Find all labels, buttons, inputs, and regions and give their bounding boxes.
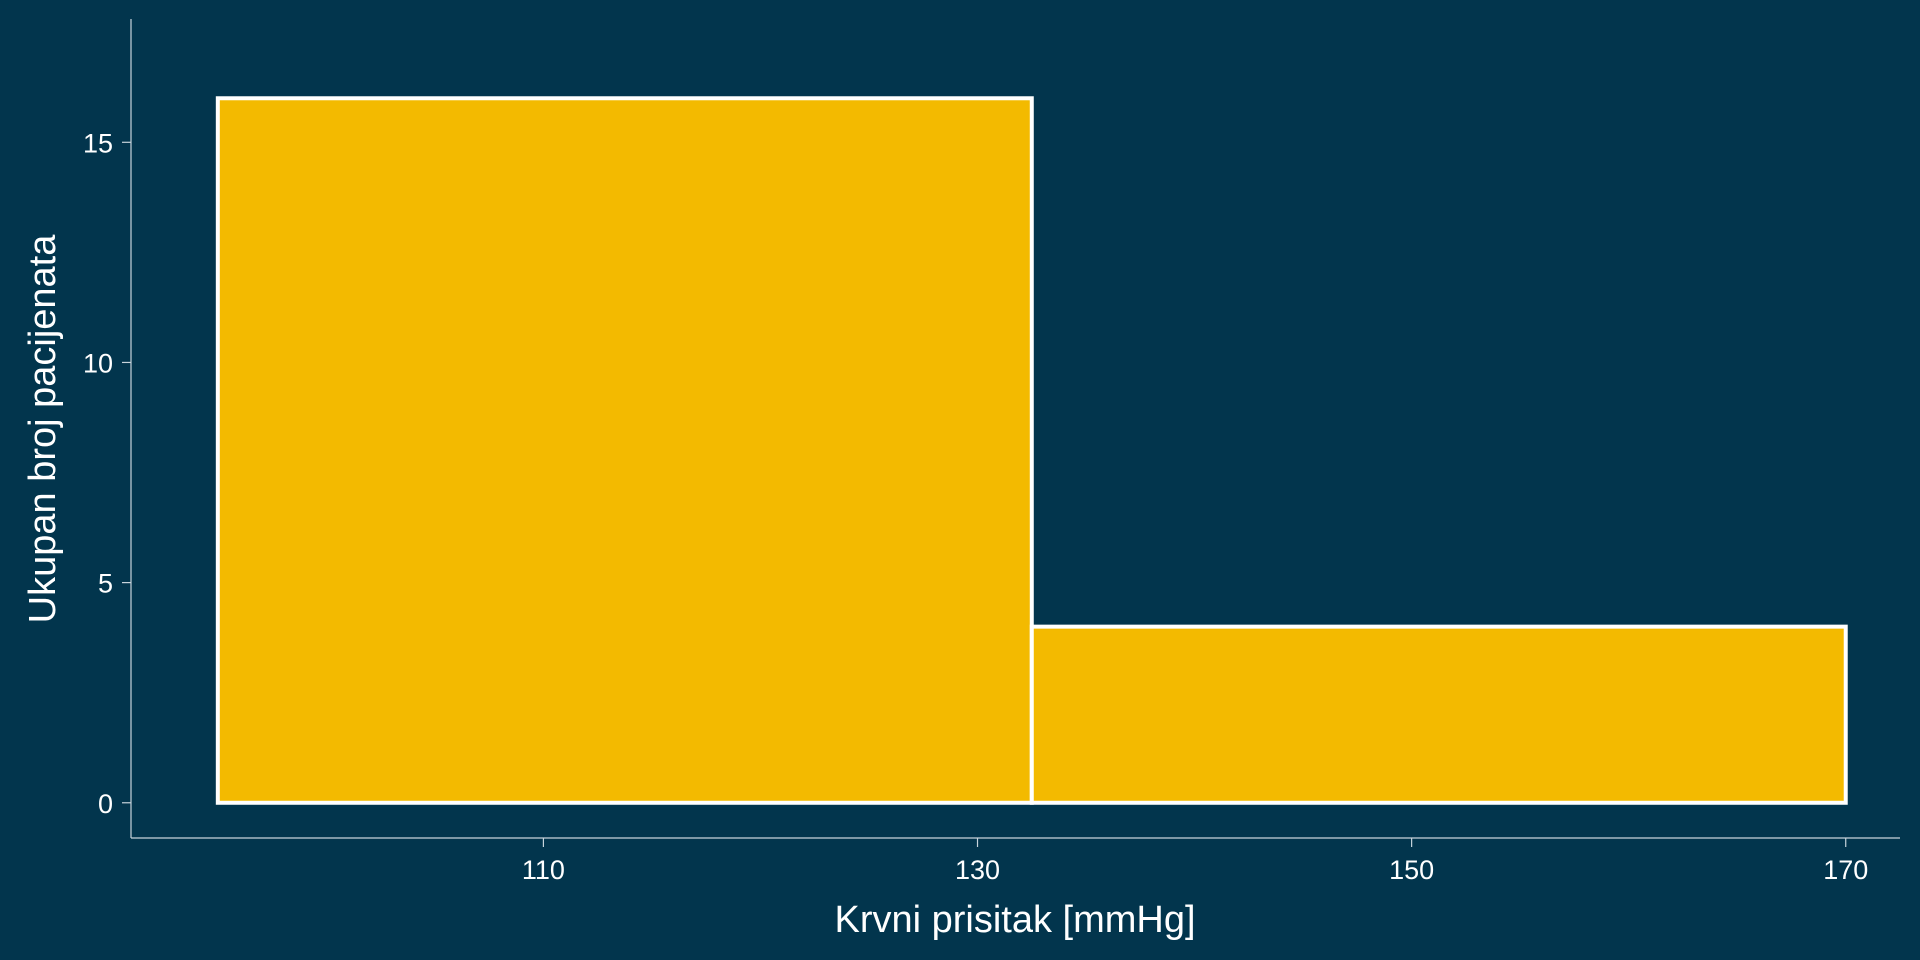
histogram-bar-2 xyxy=(1029,624,1848,805)
x-tick-label: 130 xyxy=(955,855,1000,885)
histogram-bar-1 xyxy=(215,96,1034,805)
y-tick-label: 0 xyxy=(98,789,113,819)
x-tick-label: 170 xyxy=(1823,855,1868,885)
y-tick-label: 15 xyxy=(83,128,113,158)
x-tick-label: 110 xyxy=(522,855,565,885)
y-ticks-group: 0 5 10 15 xyxy=(83,128,131,819)
y-tick-label: 10 xyxy=(83,348,113,378)
x-axis-title: Krvni prisitak [mmHg] xyxy=(834,899,1195,941)
x-tick-label: 150 xyxy=(1389,855,1434,885)
y-tick-label: 5 xyxy=(98,569,113,599)
bars-group xyxy=(215,96,1848,805)
y-axis-title: Ukupan broj pacijenata xyxy=(22,234,64,624)
x-ticks-group: 110 130 150 170 xyxy=(522,838,1868,885)
